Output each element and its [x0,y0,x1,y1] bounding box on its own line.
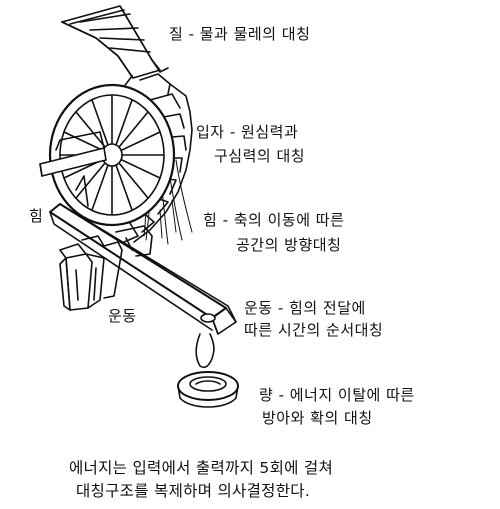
pestle [196,334,214,367]
label-quantity-line2: 방아와 확의 대칭 [262,408,373,428]
caption-line2: 대칭구조를 복제하며 의사결정한다. [76,481,310,502]
label-force-line2: 공간의 방향대칭 [236,235,341,255]
label-particle-line1: 입자 - 원심력과 [196,122,298,142]
label-motion-line2: 따른 시간의 순서대칭 [244,320,383,340]
label-quantity-line1: 량 - 에너지 이탈에 따른 [259,385,415,405]
caption-line1: 에너지는 입력에서 출력까지 5회에 걸쳐 [69,458,333,479]
label-force-marker: 힘 [29,206,43,226]
mortar [178,372,238,407]
label-motion-marker: 운동 [108,306,137,326]
label-force-line1: 힘 - 축의 이동에 따른 [203,210,344,230]
label-quality: 질 - 물과 물레의 대칭 [169,24,310,44]
label-motion-line1: 운동 - 힘의 전달에 [244,298,366,318]
water-wheel [50,85,174,225]
label-particle-line2: 구심력의 대칭 [214,146,305,166]
